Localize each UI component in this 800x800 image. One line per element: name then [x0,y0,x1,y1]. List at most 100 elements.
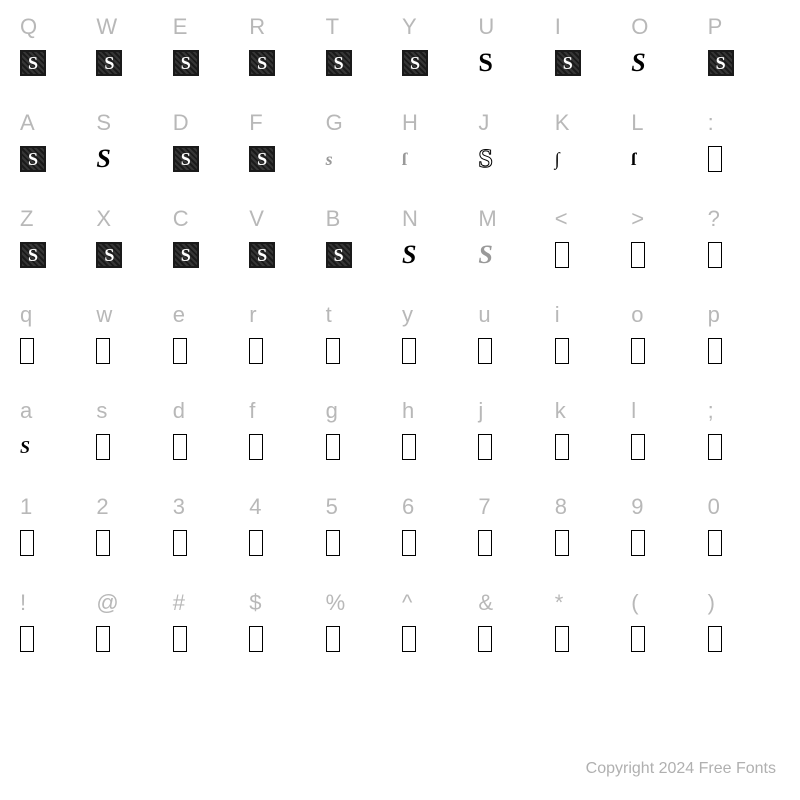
glyph-preview: S [478,48,492,78]
plain-s-glyph: S [478,146,492,172]
key-label: Y [402,16,417,38]
glyph-preview [326,432,340,462]
key-label: H [402,112,418,134]
glyph-preview [555,528,569,558]
glyph-preview [96,336,110,366]
key-label: N [402,208,418,230]
key-label: J [478,112,489,134]
key-label: S [96,112,111,134]
charmap-cell: US [476,12,552,108]
missing-glyph-icon [20,530,34,556]
charmap-cell: r [247,300,323,396]
missing-glyph-icon [708,626,722,652]
ornamental-s-icon: S [326,50,352,76]
missing-glyph-icon [708,338,722,364]
charmap-cell: % [324,588,400,684]
glyph-preview [708,144,722,174]
glyph-preview [402,336,416,366]
key-label: e [173,304,185,326]
glyph-preview [708,528,722,558]
charmap-cell: ? [706,204,782,300]
ornamental-s-icon: S [20,50,46,76]
key-label: < [555,208,568,230]
key-label: i [555,304,560,326]
key-label: $ [249,592,261,614]
charmap-cell: ! [18,588,94,684]
charmap-cell: WS [94,12,170,108]
missing-glyph-icon [173,434,187,460]
key-label: d [173,400,185,422]
key-label: j [478,400,483,422]
key-label: G [326,112,343,134]
glyph-preview [402,432,416,462]
charmap-cell: PS [706,12,782,108]
ornamental-s-icon: S [173,50,199,76]
charmap-cell: * [553,588,629,684]
charmap-cell: XS [94,204,170,300]
glyph-preview: ∫ [555,144,560,174]
missing-glyph-icon [402,434,416,460]
glyph-preview: S [20,48,46,78]
charmap-cell: o [629,300,705,396]
charmap-cell: s [94,396,170,492]
missing-glyph-icon [555,626,569,652]
key-label: l [631,400,636,422]
plain-s-glyph: ſ [402,150,407,168]
glyph-preview: ſ [402,144,407,174]
charmap-cell: SS [94,108,170,204]
missing-glyph-icon [402,338,416,364]
missing-glyph-icon [96,530,110,556]
charmap-cell: 9 [629,492,705,588]
missing-glyph-icon [708,242,722,268]
key-label: Z [20,208,33,230]
glyph-preview [555,336,569,366]
ornamental-s-icon: S [96,50,122,76]
glyph-preview: S [96,240,122,270]
key-label: 3 [173,496,185,518]
missing-glyph-icon [555,242,569,268]
glyph-preview [708,336,722,366]
glyph-preview [326,528,340,558]
glyph-preview [173,432,187,462]
missing-glyph-icon [96,338,110,364]
ornamental-s-icon: S [555,50,581,76]
charmap-cell: f [247,396,323,492]
charmap-cell: t [324,300,400,396]
missing-glyph-icon [478,530,492,556]
charmap-cell: YS [400,12,476,108]
glyph-preview: S [708,48,734,78]
charmap-cell: CS [171,204,247,300]
key-label: > [631,208,644,230]
key-label: B [326,208,341,230]
missing-glyph-icon [478,434,492,460]
key-label: ( [631,592,638,614]
charmap-cell: 4 [247,492,323,588]
charmap-cell: $ [247,588,323,684]
glyph-preview [631,240,645,270]
missing-glyph-icon [96,626,110,652]
key-label: & [478,592,493,614]
charmap-cell: y [400,300,476,396]
missing-glyph-icon [326,530,340,556]
glyph-preview: S [173,240,199,270]
charmap-cell: TS [324,12,400,108]
glyph-preview [96,624,110,654]
glyph-preview: S [326,48,352,78]
key-label: 9 [631,496,643,518]
charmap-cell: g [324,396,400,492]
missing-glyph-icon [708,530,722,556]
charmap-cell: 0 [706,492,782,588]
key-label: 5 [326,496,338,518]
key-label: 6 [402,496,414,518]
key-label: A [20,112,35,134]
key-label: U [478,16,494,38]
charmap-cell: 7 [476,492,552,588]
glyph-preview [631,432,645,462]
charmap-cell: < [553,204,629,300]
charmap-cell: 5 [324,492,400,588]
glyph-preview [555,624,569,654]
charmap-cell: QS [18,12,94,108]
charmap-cell: 1 [18,492,94,588]
glyph-preview [555,432,569,462]
key-label: w [96,304,112,326]
